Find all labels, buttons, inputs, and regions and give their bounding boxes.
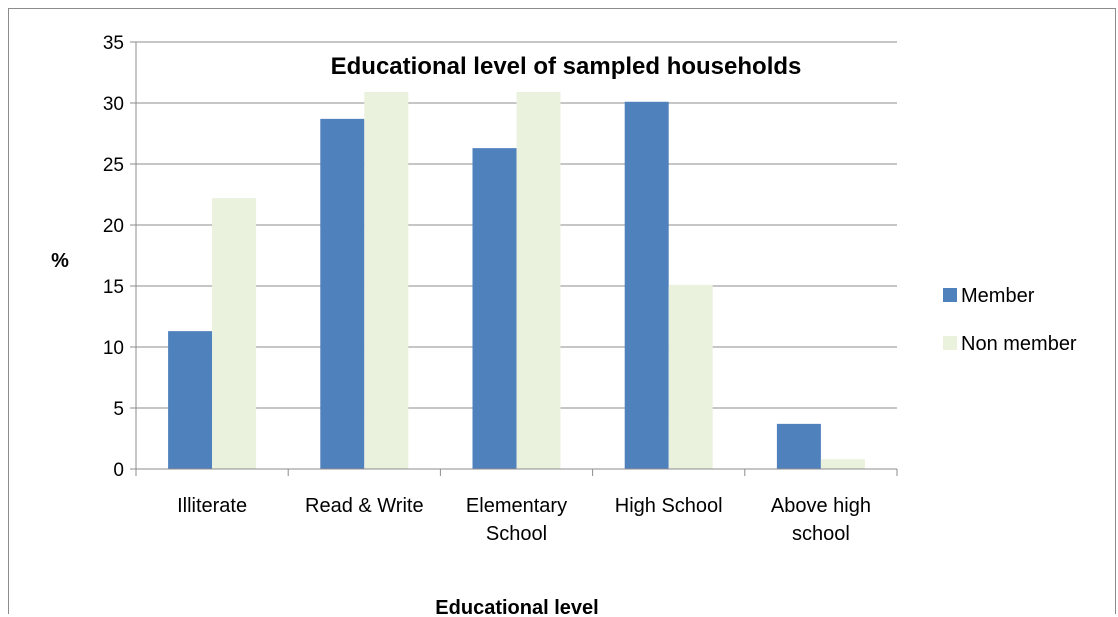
x-category-label: Above high (771, 495, 871, 517)
legend-label-non-member: Non member (961, 333, 1077, 355)
x-category-label: Read & Write (305, 495, 424, 517)
x-category-label: School (486, 523, 547, 545)
bar-member (776, 423, 821, 469)
bar-member (320, 118, 365, 470)
x-category-label: Elementary (466, 495, 567, 517)
chart-frame (8, 8, 1116, 614)
labels-layer: 0 5 10 15 20 25 30 35 Illiterate Read & Write Elem… (103, 33, 871, 545)
x-category-label: High School (615, 495, 723, 517)
bar-non-member (516, 92, 561, 470)
y-tick-label: 25 (103, 155, 124, 176)
bar-non-member (668, 284, 713, 469)
legend-label-member: Member (961, 285, 1035, 307)
y-tick-label: 35 (103, 33, 124, 54)
bar-member (168, 331, 213, 469)
bars-layer (168, 92, 865, 470)
y-tick-label: 20 (103, 216, 124, 237)
bar-member (472, 148, 517, 469)
axis-layer (130, 41, 898, 476)
y-tick-label: 30 (103, 94, 124, 115)
chart-title: Educational level of sampled households (331, 53, 802, 80)
y-tick-label: 10 (103, 338, 124, 359)
legend-swatch-member (943, 288, 957, 302)
bar-non-member (820, 459, 865, 469)
x-category-label: Illiterate (177, 495, 247, 517)
y-tick-label: 5 (113, 399, 124, 420)
legend-swatch-non-member (943, 336, 957, 350)
bar-non-member (364, 92, 409, 470)
x-axis-title: Educational level (435, 597, 598, 617)
y-tick-label: 15 (103, 277, 124, 298)
bar-member (624, 101, 669, 469)
bar-non-member (212, 198, 257, 469)
legend: Member Non member (943, 285, 1077, 355)
y-tick-label: 0 (113, 460, 124, 481)
x-category-label: school (792, 523, 850, 545)
y-axis-title: % (51, 250, 69, 272)
